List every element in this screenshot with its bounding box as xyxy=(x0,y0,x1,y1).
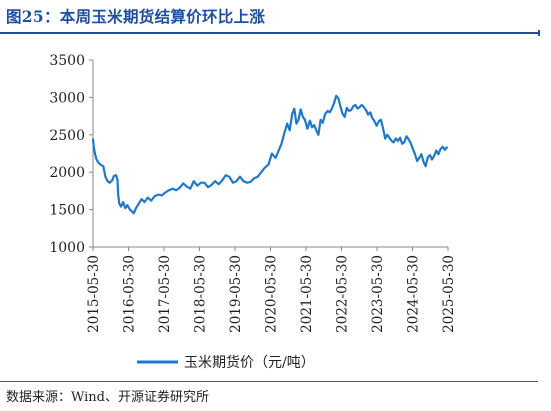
x-tick-label: 2020-05-30 xyxy=(264,255,280,333)
series-layer xyxy=(91,94,448,215)
legend: 玉米期货价（元/吨） xyxy=(137,354,315,371)
x-tick-label: 2015-05-30 xyxy=(86,255,102,333)
series-line xyxy=(91,94,448,215)
y-tick-label: 2500 xyxy=(49,128,85,144)
axes: 1000 1500 2000 2500 3000 3500 2015-05-30 2016-0… xyxy=(49,53,457,333)
line-chart: 1000 1500 2000 2500 3000 3500 2015-05-30 2016-0… xyxy=(49,53,457,371)
figure-title: 图25：本周玉米期货结算价环比上涨 xyxy=(6,7,266,26)
x-tick-label: 2017-05-30 xyxy=(157,255,173,333)
y-tick-label: 3500 xyxy=(49,53,85,69)
x-tick-label: 2024-05-30 xyxy=(406,255,422,333)
y-tick-label: 2000 xyxy=(49,165,85,181)
x-tick-label: 2021-05-30 xyxy=(299,255,315,333)
source-divider xyxy=(0,381,538,382)
legend-label: 玉米期货价（元/吨） xyxy=(184,354,315,371)
x-tick-label: 2016-05-30 xyxy=(122,255,138,333)
y-tick-label: 1000 xyxy=(49,240,85,256)
x-tick-label: 2018-05-30 xyxy=(193,255,209,333)
title-divider xyxy=(0,32,538,34)
x-tick-label: 2023-05-30 xyxy=(370,255,386,333)
x-tick-label: 2025-05-30 xyxy=(441,255,457,333)
right-edge-marker xyxy=(538,30,540,36)
y-tick-label: 1500 xyxy=(49,203,85,219)
x-tick-label: 2019-05-30 xyxy=(228,255,244,333)
x-tick-label: 2022-05-30 xyxy=(335,255,351,333)
source-note: 数据来源：Wind、开源证券研究所 xyxy=(6,390,209,405)
y-tick-label: 3000 xyxy=(49,90,85,106)
